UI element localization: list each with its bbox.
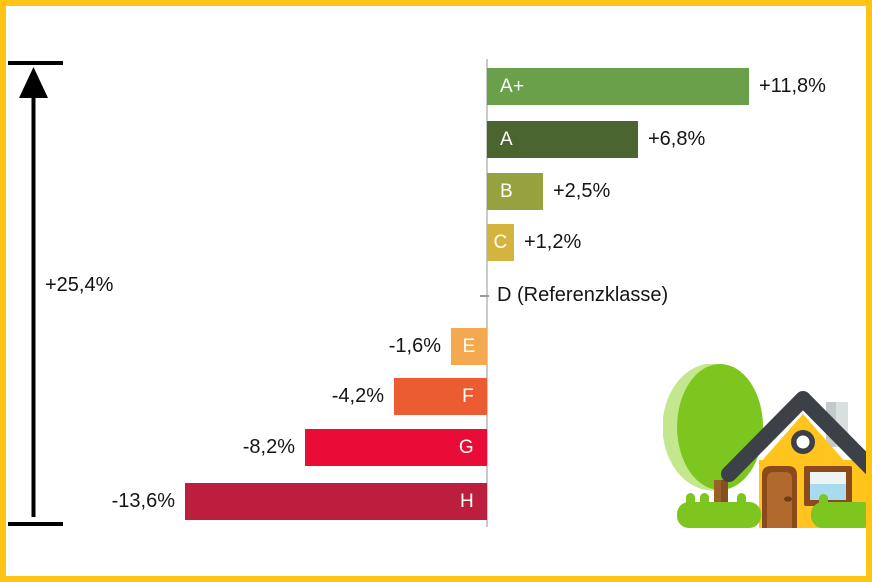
bar-c: C	[487, 224, 514, 261]
bar-category-label: A+	[500, 76, 525, 97]
grass-icon	[677, 493, 872, 528]
round-window-icon	[791, 430, 815, 454]
bar-h: H	[185, 483, 487, 520]
roof-icon	[721, 391, 872, 482]
reference-row-d: D (Referenzklasse)	[0, 277, 872, 314]
bar-category-label: H	[459, 491, 474, 512]
bar-row-e: E -1,6%	[0, 328, 872, 365]
bar-category-label: E	[462, 336, 476, 357]
bar-category-label: F	[462, 386, 474, 407]
bar-value-label: -4,2%	[331, 385, 384, 407]
bar-a: A	[487, 121, 638, 158]
bar-value-label: -13,6%	[111, 490, 175, 512]
bar-row-c: C +1,2%	[0, 224, 872, 261]
zero-axis-line	[486, 59, 488, 527]
bar-value-label: +11,8%	[759, 75, 826, 97]
bar-row-a: A +6,8%	[0, 121, 872, 158]
bar-row-b: B +2,5%	[0, 173, 872, 210]
bar-row-h: H -13,6%	[0, 483, 872, 520]
bar-value-label: +2,5%	[553, 180, 611, 202]
bar-value-label: -8,2%	[242, 436, 295, 458]
range-total-label: +25,4%	[45, 274, 114, 296]
house-illustration	[663, 364, 872, 528]
bar-value-label: +1,2%	[524, 231, 582, 253]
door-icon	[762, 466, 797, 528]
bar-category-label: C	[493, 232, 508, 253]
bar-e: E	[451, 328, 487, 365]
bar-category-label: G	[458, 437, 474, 458]
bar-g: G	[305, 429, 487, 466]
bar-value-label: +6,8%	[648, 128, 706, 150]
bar-value-label: -1,6%	[388, 335, 441, 357]
bar-category-label: B	[500, 181, 513, 202]
bar-category-label: A	[500, 129, 513, 150]
range-arrow-icon	[8, 61, 63, 526]
bar-f: F	[394, 378, 487, 415]
bar-row-g: G -8,2%	[0, 429, 872, 466]
reference-class-label: D (Referenzklasse)	[497, 284, 669, 306]
bar-row-f: F -4,2%	[0, 378, 872, 415]
bar-a-plus: A+	[487, 68, 749, 105]
bar-b: B	[487, 173, 543, 210]
bar-row-a-plus: A+ +11,8%	[0, 68, 872, 105]
reference-tick	[480, 295, 489, 297]
window-icon	[804, 466, 852, 506]
